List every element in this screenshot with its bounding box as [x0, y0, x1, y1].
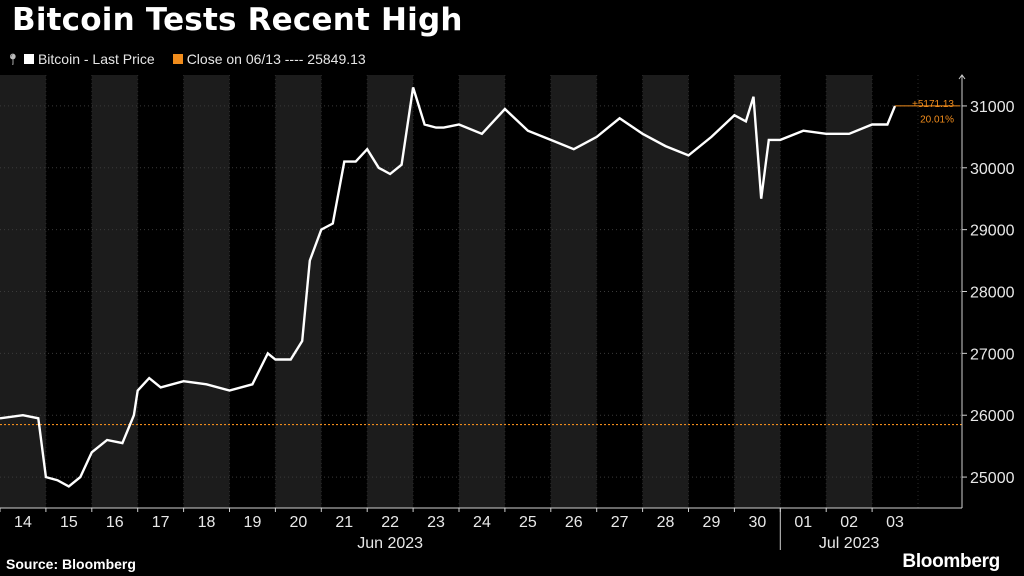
x-tick-label: 25 [519, 514, 537, 531]
x-tick-label: 30 [748, 514, 766, 531]
y-tick-label: 31000 [970, 99, 1015, 116]
x-tick-label: 16 [106, 514, 124, 531]
x-tick-label: 24 [473, 514, 491, 531]
chart-legend: 📍︎ Bitcoin - Last Price Close on 06/13 -… [6, 51, 366, 67]
chart-title: Bitcoin Tests Recent High [12, 2, 463, 38]
x-tick-label: 03 [886, 514, 904, 531]
month-label-jun: Jun 2023 [357, 535, 423, 552]
x-tick-label: 26 [565, 514, 583, 531]
y-axis-arrow [958, 74, 966, 80]
x-tick-label: 22 [381, 514, 399, 531]
legend-reference-label: Close on 06/13 ---- 25849.13 [186, 51, 366, 67]
change-annotation: +5171.13 [912, 99, 954, 110]
bloomberg-logo: Bloomberg [902, 551, 1000, 572]
x-tick-label: 01 [794, 514, 812, 531]
y-tick-label: 30000 [970, 161, 1015, 178]
x-tick-label: 02 [840, 514, 858, 531]
day-band [550, 75, 597, 508]
x-tick-label: 14 [14, 514, 32, 531]
legend-series-label: Bitcoin - Last Price [37, 51, 155, 67]
y-tick-label: 25000 [970, 470, 1015, 487]
pin-icon[interactable]: 📍︎ [6, 53, 20, 66]
x-tick-label: 18 [198, 514, 216, 531]
series-swatch [23, 54, 34, 64]
x-tick-label: 29 [703, 514, 721, 531]
day-band [367, 75, 414, 508]
x-tick-label: 28 [657, 514, 675, 531]
x-tick-label: 20 [289, 514, 307, 531]
month-label-jul: Jul 2023 [819, 535, 880, 552]
day-band [275, 75, 322, 508]
x-tick-label: 23 [427, 514, 445, 531]
day-band [183, 75, 230, 508]
x-tick-label: 19 [244, 514, 262, 531]
price-line [0, 87, 897, 488]
percent-annotation: 20.01% [920, 115, 954, 126]
x-tick-label: 21 [335, 514, 353, 531]
day-band [642, 75, 689, 508]
y-tick-label: 28000 [970, 285, 1015, 302]
day-band [0, 75, 46, 508]
x-tick-label: 15 [60, 514, 78, 531]
day-band [826, 75, 873, 508]
day-band [91, 75, 138, 508]
y-tick-label: 29000 [970, 223, 1015, 240]
x-tick-label: 27 [611, 514, 629, 531]
reference-swatch [172, 54, 183, 64]
source-note: Source: Bloomberg [6, 556, 136, 572]
x-tick-label: 17 [152, 514, 170, 531]
y-tick-label: 26000 [970, 408, 1015, 425]
y-tick-label: 27000 [970, 346, 1015, 363]
day-band [459, 75, 505, 508]
